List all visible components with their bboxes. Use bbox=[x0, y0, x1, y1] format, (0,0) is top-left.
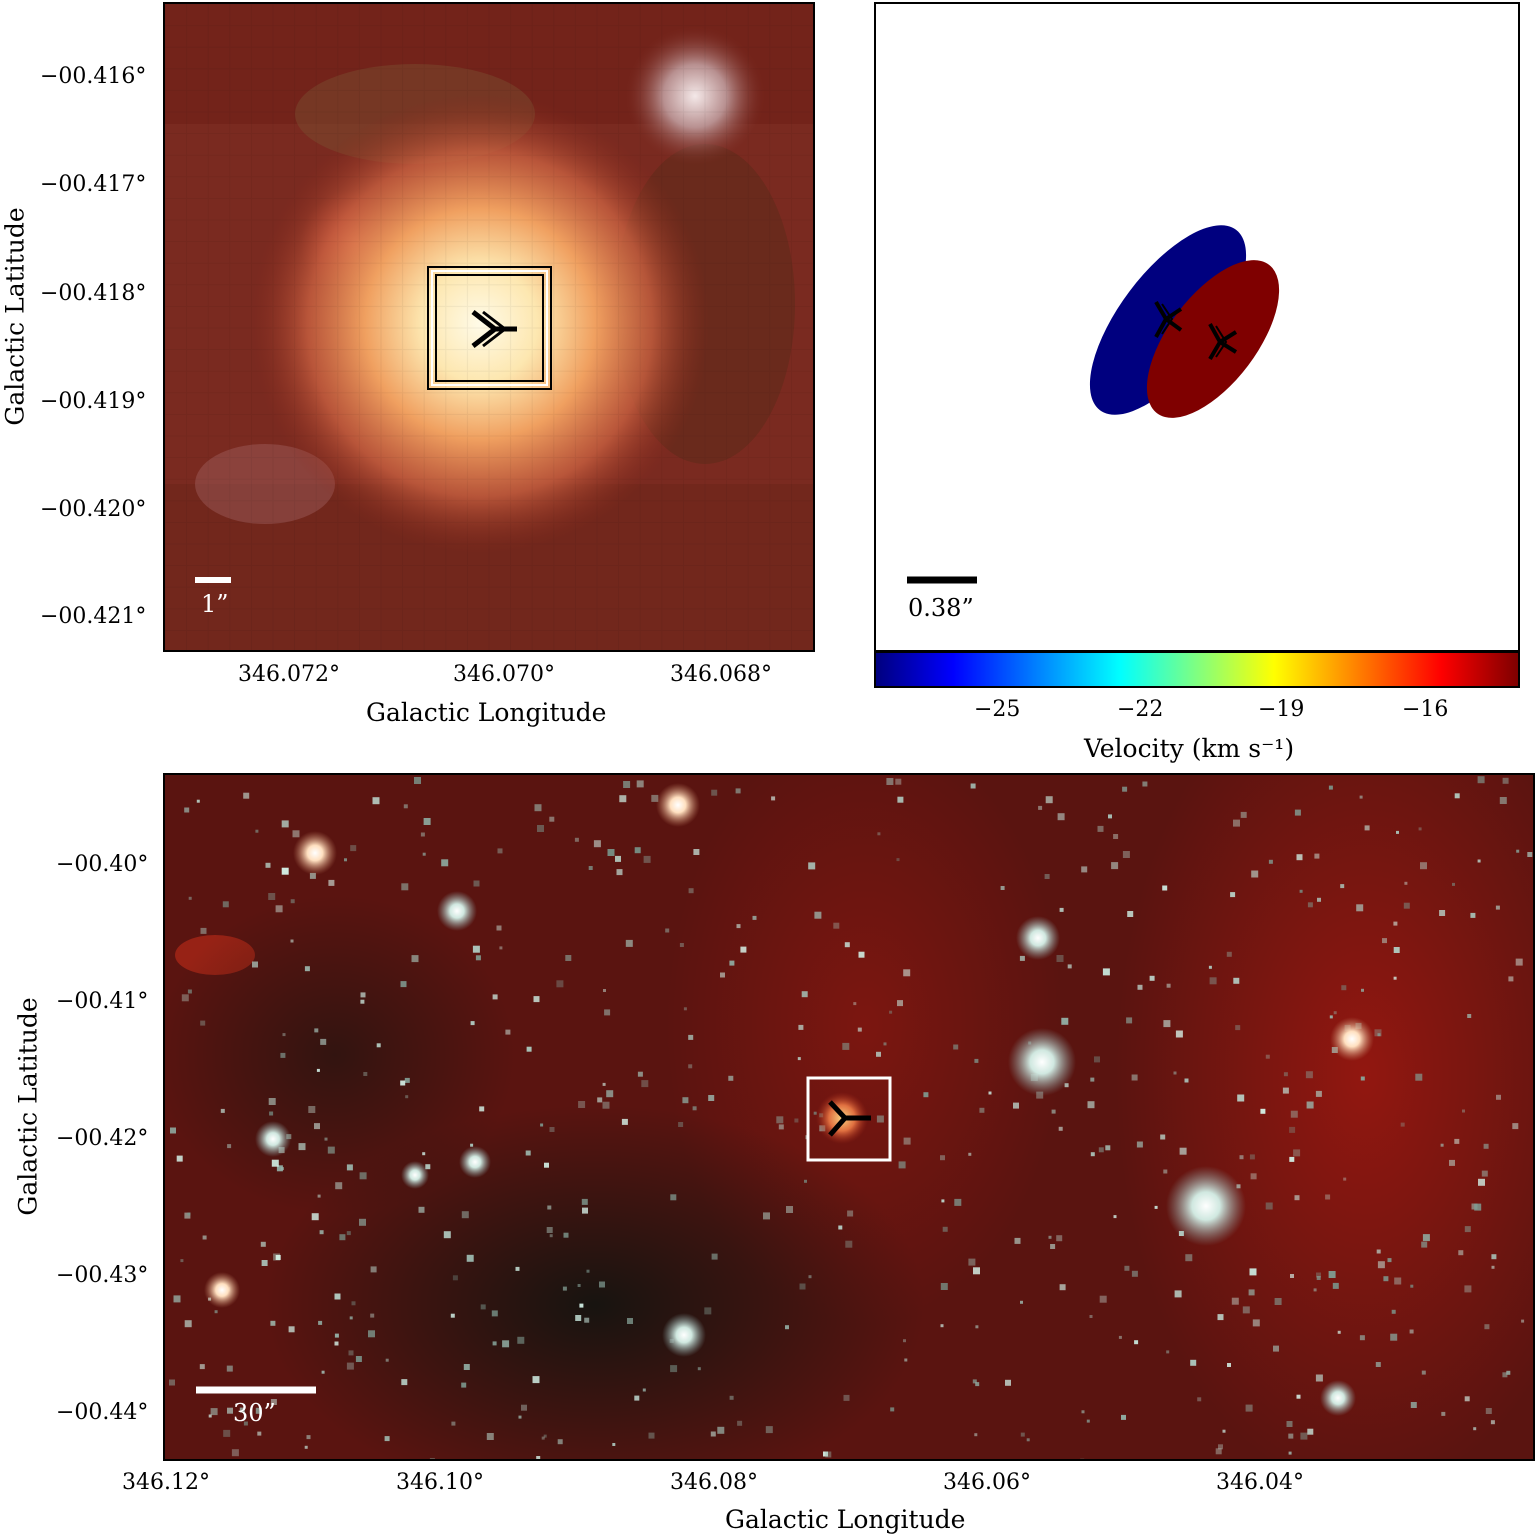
colorbar-tick-label: −22 bbox=[1117, 697, 1164, 722]
x-axis-title: Galactic Longitude bbox=[366, 698, 607, 727]
y-tick-label: −00.41° bbox=[56, 989, 149, 1014]
y-tick-label: −00.43° bbox=[56, 1263, 149, 1288]
source-marker-icon bbox=[471, 310, 517, 348]
colorbar-tick-label: −19 bbox=[1258, 697, 1305, 722]
y-tick-label: −00.44° bbox=[56, 1400, 149, 1425]
y-tick-label: −00.416° bbox=[40, 64, 147, 89]
y-tick-label: −00.417° bbox=[40, 172, 147, 197]
region-box bbox=[806, 1076, 892, 1162]
zoom-image bbox=[165, 4, 813, 650]
x-tick-label: 346.070° bbox=[453, 662, 555, 687]
y-tick-label: −00.421° bbox=[40, 604, 147, 629]
zoom-image-panel: 1” bbox=[163, 2, 815, 652]
region-box bbox=[427, 266, 552, 390]
y-axis-title: Galactic Latitude bbox=[0, 207, 30, 426]
scalebar-label: 0.38” bbox=[908, 594, 974, 622]
star-field bbox=[169, 776, 1533, 1459]
x-axis-title: Galactic Longitude bbox=[725, 1505, 966, 1534]
source-marker-icon bbox=[1154, 300, 1183, 338]
wide-field-panel: 30” bbox=[163, 773, 1535, 1461]
scalebar-label: 1” bbox=[201, 590, 229, 618]
y-tick-label: −00.42° bbox=[56, 1126, 149, 1151]
x-tick-label: 346.08° bbox=[670, 1470, 758, 1495]
x-tick-label: 346.10° bbox=[396, 1470, 484, 1495]
source-marker-icon bbox=[1208, 323, 1238, 361]
y-tick-label: −00.419° bbox=[40, 389, 147, 414]
x-tick-label: 346.072° bbox=[238, 662, 340, 687]
y-tick-label: −00.418° bbox=[40, 281, 147, 306]
velocity-ellipses bbox=[876, 4, 1518, 650]
red-ellipse bbox=[1146, 260, 1280, 418]
colorbar-tick-label: −16 bbox=[1402, 697, 1449, 722]
x-tick-label: 346.04° bbox=[1216, 1470, 1304, 1495]
source-marker-icon bbox=[828, 1100, 871, 1137]
x-tick-label: 346.06° bbox=[943, 1470, 1031, 1495]
y-tick-label: −00.420° bbox=[40, 497, 147, 522]
x-tick-label: 346.068° bbox=[670, 662, 772, 687]
wide-field-image bbox=[165, 775, 1533, 1459]
x-tick-label: 346.12° bbox=[122, 1470, 210, 1495]
y-axis-title: Galactic Latitude bbox=[13, 997, 43, 1216]
colorbar-title: Velocity (km s⁻¹) bbox=[1084, 734, 1295, 763]
velocity-panel: 0.38” bbox=[874, 2, 1520, 652]
colorbar-tick-label: −25 bbox=[974, 697, 1021, 722]
colorbar bbox=[874, 651, 1520, 688]
y-tick-label: −00.40° bbox=[56, 852, 149, 877]
scalebar-label: 30” bbox=[233, 1399, 276, 1427]
